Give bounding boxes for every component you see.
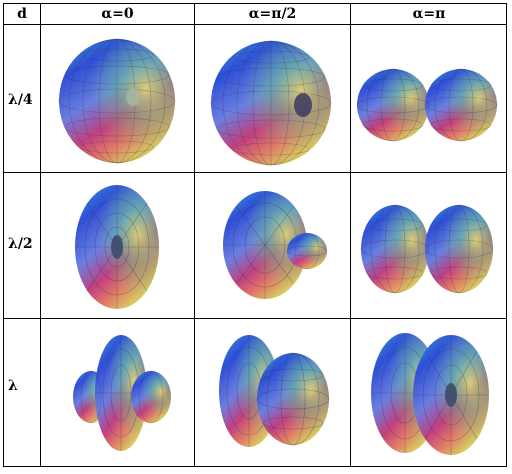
pattern-cell-r3-c1 <box>41 319 194 466</box>
ellipsoid-lobe <box>210 40 332 166</box>
toroid-with-small-lobe <box>223 191 328 299</box>
corner-header: d <box>17 6 27 22</box>
pattern-cell-r2-c3 <box>351 173 507 318</box>
pattern-cell-r1-c1 <box>41 25 194 172</box>
row-header-lambda-2: λ/2 <box>8 236 33 252</box>
column-header-alpha-0: α=0 <box>101 6 134 22</box>
pattern-cell-r2-c1 <box>41 173 194 318</box>
toroid-with-side-lobe <box>219 335 330 447</box>
pattern-cell-r2-c2 <box>195 173 350 318</box>
two-lobes <box>360 204 494 294</box>
column-divider-1 <box>194 4 195 466</box>
column-header-alpha-pi: α=π <box>412 6 446 22</box>
pattern-cell-r1-c3 <box>351 25 507 172</box>
row-header-lambda: λ <box>8 378 18 394</box>
toroid-pattern <box>75 185 159 309</box>
column-divider-0 <box>40 4 41 466</box>
column-divider-2 <box>350 4 351 466</box>
pattern-cell-r3-c2 <box>195 319 350 466</box>
row-header-lambda-4: λ/4 <box>8 92 33 108</box>
ellipsoid-lobe <box>58 38 176 164</box>
pattern-cell-r1-c2 <box>195 25 350 172</box>
header-divider <box>4 24 506 25</box>
row-divider-1 <box>4 172 506 173</box>
pattern-cell-r3-c3 <box>351 319 507 466</box>
two-lobes <box>356 68 498 142</box>
row-divider-2 <box>4 318 506 319</box>
toroid-with-two-lobes <box>73 335 171 451</box>
column-header-alpha-pi-2: α=π/2 <box>248 6 297 22</box>
radiation-pattern-table: d α=0 α=π/2 α=π λ/4 λ/2 λ <box>3 3 507 467</box>
double-toroid <box>371 333 489 455</box>
